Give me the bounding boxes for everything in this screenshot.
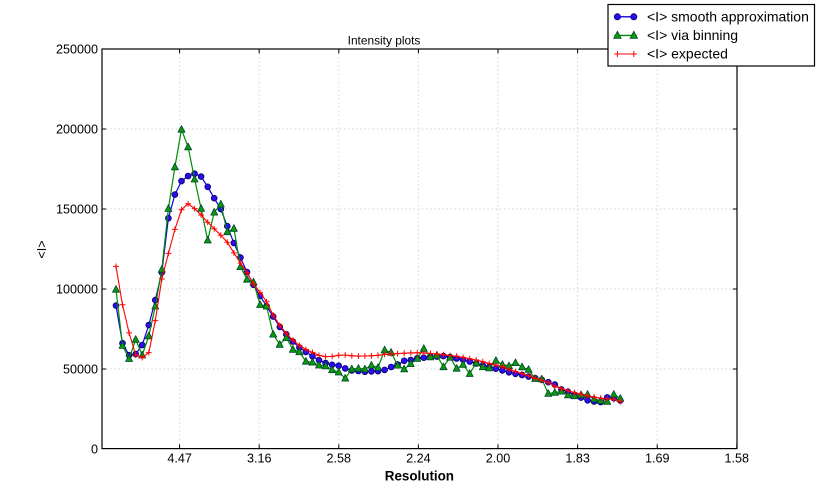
svg-text:2.24: 2.24 (406, 452, 431, 466)
svg-text:<I>: <I> (35, 240, 49, 258)
svg-text:2.00: 2.00 (486, 452, 511, 466)
svg-text:<I> via binning: <I> via binning (647, 27, 738, 43)
svg-text:1.83: 1.83 (565, 452, 590, 466)
svg-text:200000: 200000 (56, 123, 98, 137)
svg-text:100000: 100000 (56, 283, 98, 297)
svg-text:2.58: 2.58 (327, 452, 352, 466)
svg-text:50000: 50000 (63, 363, 98, 377)
svg-text:Intensity plots: Intensity plots (348, 34, 421, 48)
svg-text:Resolution: Resolution (385, 469, 454, 484)
svg-text:4.47: 4.47 (167, 452, 192, 466)
svg-text:<I> expected: <I> expected (647, 46, 728, 62)
svg-text:3.16: 3.16 (247, 452, 272, 466)
svg-text:0: 0 (91, 443, 98, 457)
svg-text:1.58: 1.58 (725, 452, 750, 466)
svg-text:1.69: 1.69 (645, 452, 670, 466)
svg-text:250000: 250000 (56, 43, 98, 57)
svg-text:<I> smooth approximation: <I> smooth approximation (647, 9, 809, 25)
svg-text:150000: 150000 (56, 203, 98, 217)
